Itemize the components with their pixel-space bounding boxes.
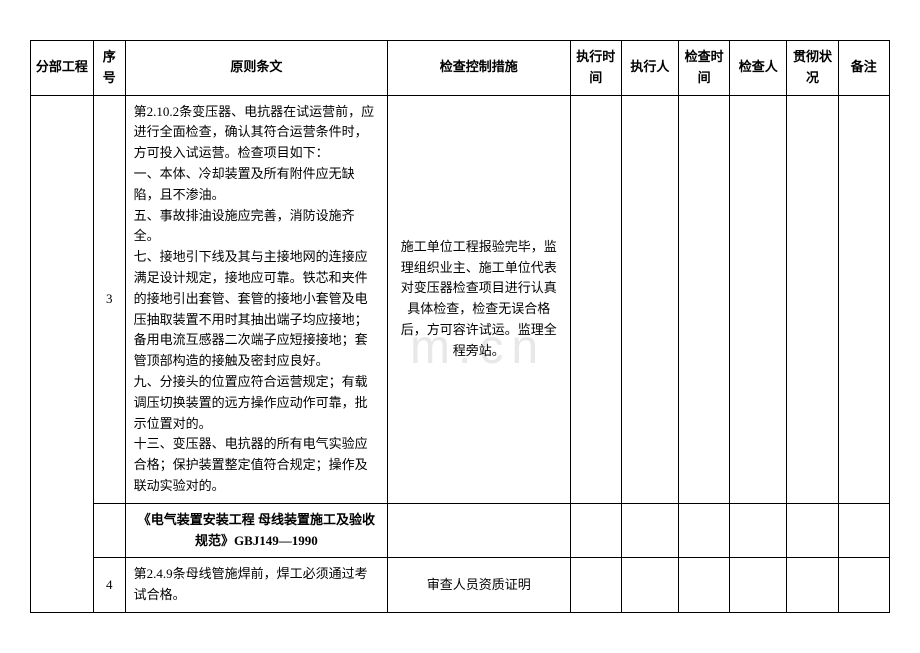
cell-status bbox=[787, 95, 838, 503]
cell-check-person bbox=[730, 558, 787, 613]
cell-principle: 第2.10.2条变压器、电抗器在试运营前，应进行全面检查，确认其符合运营条件时，… bbox=[125, 95, 387, 503]
cell-exec-time bbox=[570, 95, 621, 503]
cell-exec-person-empty bbox=[621, 503, 678, 558]
cell-remark bbox=[838, 558, 889, 613]
cell-check-time-empty bbox=[678, 503, 729, 558]
cell-seq-empty bbox=[93, 503, 125, 558]
table-body: 3 第2.10.2条变压器、电抗器在试运营前，应进行全面检查，确认其符合运营条件… bbox=[31, 95, 890, 612]
cell-seq: 4 bbox=[93, 558, 125, 613]
cell-exec-person bbox=[621, 95, 678, 503]
header-measure: 检查控制措施 bbox=[388, 41, 571, 96]
cell-principle: 第2.4.9条母线管施焊前，焊工必须通过考试合格。 bbox=[125, 558, 387, 613]
table-row: 3 第2.10.2条变压器、电抗器在试运营前，应进行全面检查，确认其符合运营条件… bbox=[31, 95, 890, 503]
header-check-time: 检查时间 bbox=[678, 41, 729, 96]
cell-remark-empty bbox=[838, 503, 889, 558]
cell-section-header: 《电气装置安装工程 母线装置施工及验收规范》GBJ149—1990 bbox=[125, 503, 387, 558]
header-sub-project: 分部工程 bbox=[31, 41, 94, 96]
cell-check-person-empty bbox=[730, 503, 787, 558]
header-exec-time: 执行时间 bbox=[570, 41, 621, 96]
cell-seq: 3 bbox=[93, 95, 125, 503]
cell-exec-time-empty bbox=[570, 503, 621, 558]
cell-check-time bbox=[678, 558, 729, 613]
cell-check-time bbox=[678, 95, 729, 503]
cell-sub-project bbox=[31, 95, 94, 612]
cell-status-empty bbox=[787, 503, 838, 558]
cell-status bbox=[787, 558, 838, 613]
cell-exec-person bbox=[621, 558, 678, 613]
cell-remark bbox=[838, 95, 889, 503]
cell-measure: 审查人员资质证明 bbox=[388, 558, 571, 613]
header-status: 贯彻状况 bbox=[787, 41, 838, 96]
cell-check-person bbox=[730, 95, 787, 503]
document-container: m.cn 分部工程 序号 原则条文 检查控制措施 执行时间 执行人 检查时间 检… bbox=[30, 40, 890, 613]
table-row: 4 第2.4.9条母线管施焊前，焊工必须通过考试合格。 审查人员资质证明 bbox=[31, 558, 890, 613]
header-seq: 序号 bbox=[93, 41, 125, 96]
cell-measure-empty bbox=[388, 503, 571, 558]
table-row-section: 《电气装置安装工程 母线装置施工及验收规范》GBJ149—1990 bbox=[31, 503, 890, 558]
header-principle: 原则条文 bbox=[125, 41, 387, 96]
cell-measure: 施工单位工程报验完毕，监理组织业主、施工单位代表对变压器检查项目进行认真具体检查… bbox=[388, 95, 571, 503]
inspection-table: 分部工程 序号 原则条文 检查控制措施 执行时间 执行人 检查时间 检查人 贯彻… bbox=[30, 40, 890, 613]
cell-exec-time bbox=[570, 558, 621, 613]
header-exec-person: 执行人 bbox=[621, 41, 678, 96]
table-header-row: 分部工程 序号 原则条文 检查控制措施 执行时间 执行人 检查时间 检查人 贯彻… bbox=[31, 41, 890, 96]
header-check-person: 检查人 bbox=[730, 41, 787, 96]
header-remark: 备注 bbox=[838, 41, 889, 96]
